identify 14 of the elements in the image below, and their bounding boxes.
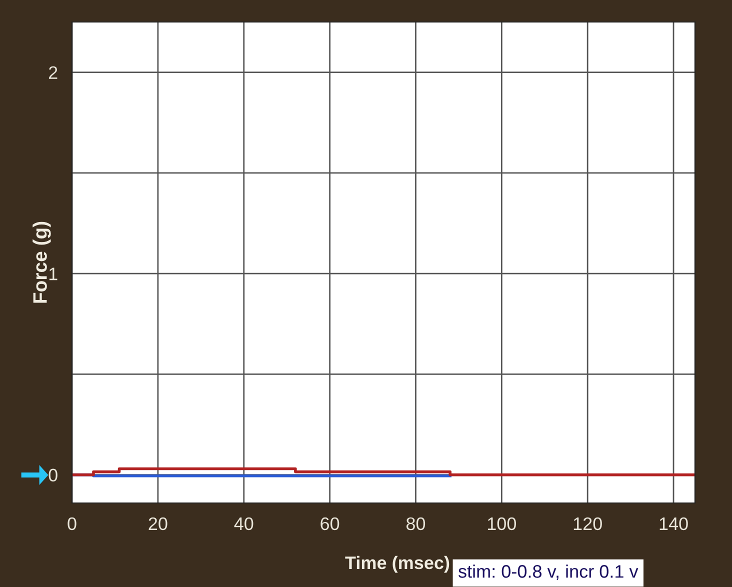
text: stim: 0-0.8 v, incr 0.1 v bbox=[458, 564, 638, 580]
x-axis-title: Time (msec) bbox=[345, 556, 450, 573]
y-tick-label: 0 bbox=[48, 468, 58, 482]
y-tick-label: 1 bbox=[49, 268, 58, 280]
x-tick-label: 140 bbox=[660, 517, 688, 530]
y-tick-label: 2 bbox=[48, 66, 58, 79]
x-tick-label: 20 bbox=[148, 517, 168, 530]
x-tick-label: 100 bbox=[488, 517, 516, 530]
y-axis-title: Force (g) bbox=[32, 222, 51, 303]
x-tick-label: 0 bbox=[68, 517, 76, 530]
x-tick-label: 40 bbox=[234, 517, 254, 530]
x-tick-label: 120 bbox=[574, 517, 602, 530]
x-tick-label: 80 bbox=[406, 517, 426, 530]
x-tick-label: 60 bbox=[320, 517, 340, 530]
